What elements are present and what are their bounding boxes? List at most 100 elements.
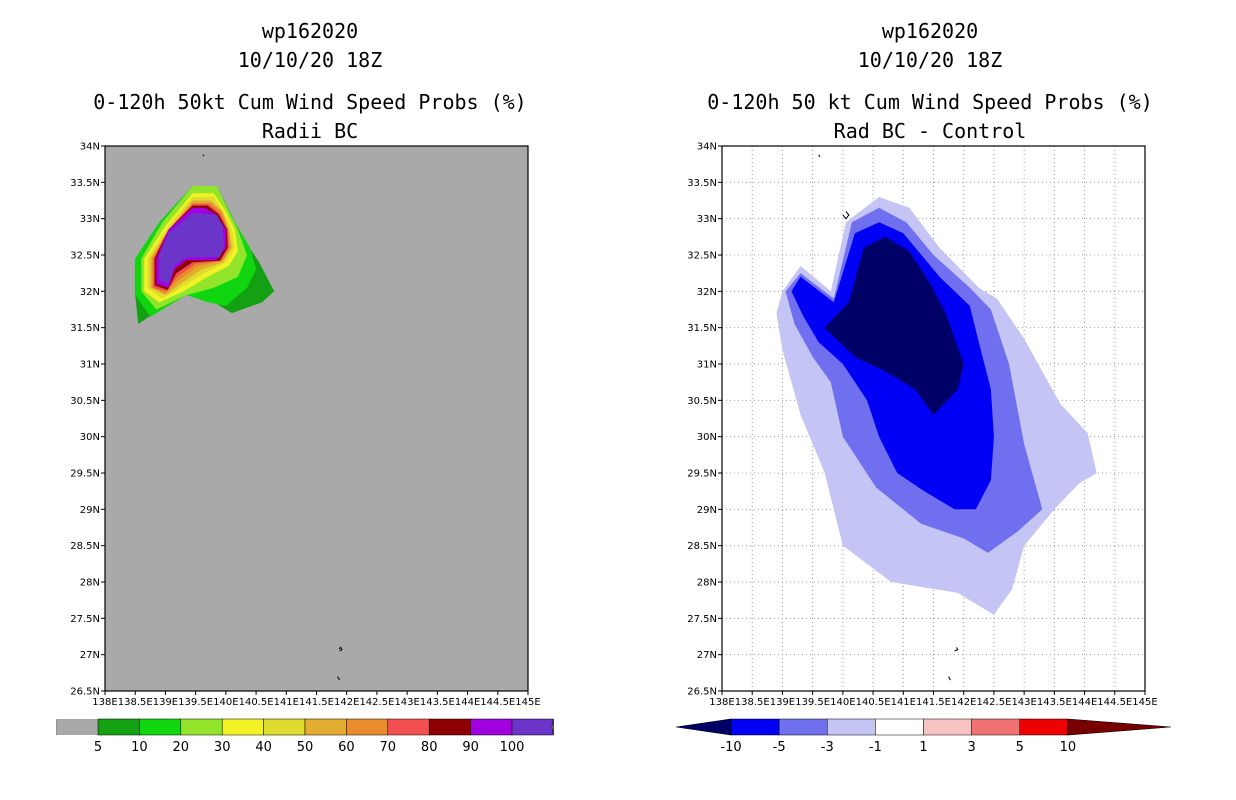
left-x-tick-label: 138E [92,697,117,708]
right-colorbar-box [923,718,972,736]
right-y-tick-label: 28N [697,578,717,589]
left-x-tick-label: 139E [153,697,178,708]
right-colorbar-overflow [1067,718,1172,736]
right-coastline [954,647,959,652]
right-datetime: 10/10/20 18Z [857,48,1003,72]
left-y-tick-label: 34N [80,142,100,153]
right-y-tick-label: 34N [697,142,717,153]
left-y-tick-label: 32.5N [70,251,100,262]
left-y-tick-label: 31N [80,360,100,371]
left-x-tick-label: 144E [455,697,480,708]
left-y-tick-label: 29.5N [70,469,100,480]
left-chart-titles: 0-120h 50kt Cum Wind Speed Probs (%) Rad… [60,88,560,146]
right-x-tick-label: 142.5E [976,697,1011,708]
left-colorbar-label: 20 [173,740,190,755]
right-coastline [948,676,951,681]
right-x-tick-label: 141E [891,697,916,708]
left-y-tick-label: 32N [80,287,100,298]
right-coastline [842,211,850,220]
left-chart-title: 0-120h 50kt Cum Wind Speed Probs (%) [93,90,527,114]
right-y-tick-label: 26.5N [687,687,717,698]
right-colorbar-label: -3 [821,740,834,755]
right-coastline [818,154,821,158]
right-y-tick-label: 31N [697,360,717,371]
right-colorbar: -10 -5 -3 -1 1 3 5 10 [675,718,1172,755]
left-chart-subtitle: Radii BC [261,119,359,143]
right-y-tick-label: 32N [697,287,717,298]
left-x-tick-label: 141.5E [299,697,334,708]
left-x-tick-label: 142E [334,697,359,708]
left-contour-100 [159,212,224,285]
left-colorbar-label: 80 [421,740,438,755]
right-y-tick-label: 30.5N [687,396,717,407]
left-colorbar-box [428,718,471,736]
left-colorbar-box [346,718,389,736]
right-chart-group: 34N 33.5N 33N 32.5N 32N 31.5N 31N 30.5N 30N 29.5N… [687,142,1157,709]
left-y-tick-label: 30.5N [70,396,100,407]
left-x-tick-label: 139.5E [178,697,213,708]
right-storm-header: wp162020 10/10/20 18Z [680,17,1180,75]
right-y-tick-label: 27N [697,650,717,661]
left-colorbar: 5 10 20 30 40 50 60 70 80 90 100 [56,718,554,755]
left-colorbar-box [139,718,182,736]
right-colorbar-box [730,718,780,736]
left-colorbar-label: 100 [500,740,525,755]
right-x-tick-label: 139E [770,697,795,708]
left-x-tick-label: 143.5E [420,697,455,708]
right-x-tick-label: 142E [951,697,976,708]
right-x-tick-label: 138.5E [735,697,770,708]
left-y-tick-label: 27N [80,650,100,661]
left-y-tick-label: 28N [80,578,100,589]
right-colorbar-box [1019,718,1069,736]
left-y-tick-label: 29N [80,505,100,516]
right-chart-titles: 0-120h 50 kt Cum Wind Speed Probs (%) Ra… [680,88,1180,146]
left-coastline [337,676,340,681]
left-coastline [338,646,343,652]
right-x-tick-label: 139.5E [795,697,830,708]
left-x-tick-label: 142.5E [359,697,394,708]
right-x-tick-label: 143.5E [1037,697,1072,708]
right-x-tick-label: 144E [1072,697,1097,708]
right-x-tick-label: 140E [830,697,855,708]
right-y-tick-label: 33N [697,214,717,225]
left-x-tick-label: 140.5E [239,697,274,708]
left-colorbar-box [56,719,98,735]
left-y-tick-label: 30N [80,432,100,443]
right-colorbar-label: -1 [869,740,882,755]
right-x-tick-label: 141.5E [916,697,951,708]
left-colorbar-box [263,718,306,736]
right-y-tick-label: 29.5N [687,469,717,480]
right-colorbar-underflow [675,718,732,736]
left-storm-id: wp162020 [261,19,359,43]
right-colorbar-box [778,718,828,736]
left-y-tick-label: 27.5N [70,614,100,625]
left-colorbar-label: 70 [380,740,397,755]
right-colorbar-label: 10 [1060,740,1077,755]
right-y-tick-label: 32.5N [687,251,717,262]
right-x-tick-label: 145E [1132,697,1157,708]
left-colorbar-box [387,718,430,736]
right-colorbar-box [827,718,876,736]
left-chart-group: 34N 33.5N 33N 32.5N 32N 31.5N 31N 30.5N 30N 29.5N… [70,142,540,709]
left-coastline [202,154,205,157]
left-datetime: 10/10/20 18Z [237,48,383,72]
left-colorbar-box [470,718,513,736]
left-y-tick-label: 31.5N [70,323,100,334]
right-y-tick-label: 30N [697,432,717,443]
left-colorbar-box [304,718,347,736]
left-x-tick-label: 138.5E [118,697,153,708]
left-colorbar-label: 10 [131,740,148,755]
left-colorbar-label: 50 [297,740,314,755]
left-colorbar-label: 40 [255,740,272,755]
right-contour--10 [824,236,964,415]
left-colorbar-label: 5 [94,740,102,755]
left-colorbar-box [180,718,223,736]
left-y-tick-label: 33.5N [70,178,100,189]
left-colorbar-label: 90 [462,740,479,755]
left-colorbar-label: 30 [214,740,231,755]
left-colorbar-box [511,718,554,736]
right-y-tick-label: 33.5N [687,178,717,189]
right-x-tick-label: 138E [709,697,734,708]
right-y-tick-label: 29N [697,505,717,516]
